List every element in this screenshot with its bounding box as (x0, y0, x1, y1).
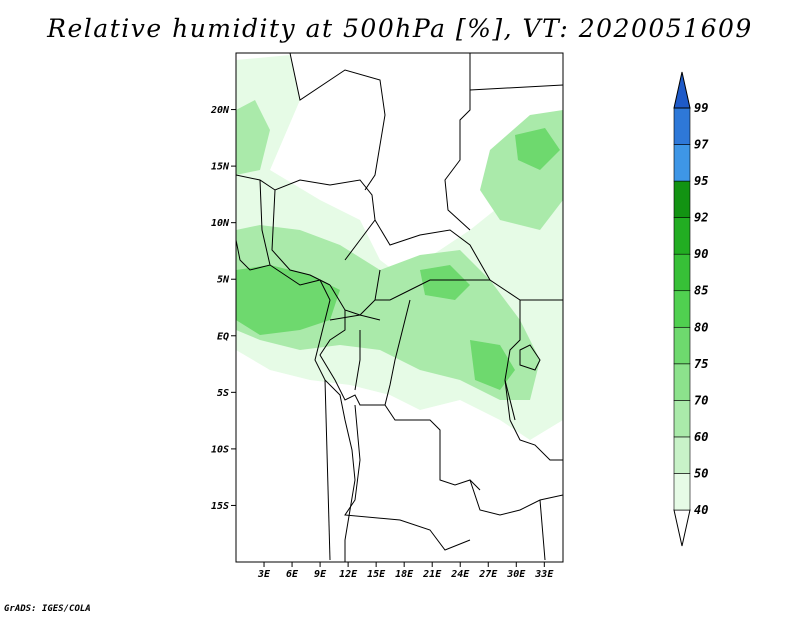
humidity-region-northwest (236, 100, 270, 175)
lat-tick-label: EQ (217, 331, 229, 342)
lat-tick-label: 10N (211, 218, 230, 229)
lat-tick-label: 10S (211, 444, 229, 455)
lon-tick-label: 9E (314, 569, 327, 580)
lon-tick-label: 6E (286, 569, 299, 580)
colorbar-bottom-arrow (673, 509, 691, 547)
lat-tick-label: 5S (217, 388, 229, 399)
colorbar-label: 99 (694, 101, 708, 115)
colorbar-label: 70 (694, 393, 708, 407)
lat-tick-label: 5N (217, 275, 230, 286)
lon-tick-label: 33E (534, 569, 554, 580)
colorbar-segment (673, 326, 691, 365)
colorbar-label: 97 (694, 138, 709, 152)
humidity-region-northeast-core (515, 128, 560, 170)
colorbar-segment (673, 473, 691, 511)
colorbar-segment (673, 436, 691, 474)
lon-tick-label: 18E (395, 569, 414, 580)
latitude-axis: 20N 15N 10N 5N EQ 5S 10S 15S (210, 105, 236, 512)
colorbar-top-arrow (673, 71, 691, 109)
colorbar: 40 50 60 70 75 80 85 90 92 95 97 99 (673, 71, 709, 547)
colorbar-segment (673, 363, 691, 401)
lon-tick-label: 24E (450, 569, 470, 580)
colorbar-label: 75 (694, 357, 708, 371)
colorbar-label: 80 (694, 320, 708, 334)
colorbar-label: 95 (694, 174, 708, 188)
lon-tick-label: 27E (478, 569, 498, 580)
colorbar-label: 60 (694, 430, 708, 444)
humidity-region-lakes (470, 340, 515, 390)
colorbar-segment (673, 400, 691, 438)
coastline (236, 239, 541, 562)
longitude-axis: 3E 6E 9E 12E 15E 18E 21E 24E 27E 30E 33E (257, 562, 554, 580)
colorbar-label: 50 (694, 466, 708, 480)
colorbar-segment (673, 144, 691, 182)
lon-tick-label: 30E (506, 569, 526, 580)
map-frame (235, 52, 564, 563)
lat-tick-label: 15N (211, 162, 230, 173)
colorbar-label: 85 (694, 284, 708, 298)
lat-tick-label: 20N (210, 105, 230, 116)
lon-tick-label: 12E (339, 569, 358, 580)
humidity-field (236, 55, 563, 440)
credit-text: GrADS: IGES/COLA (4, 604, 91, 614)
chart-title: Relative humidity at 500hPa [%], VT: 202… (47, 14, 753, 43)
humidity-region-mid (236, 225, 540, 400)
colorbar-segment (673, 107, 691, 145)
colorbar-label: 92 (694, 211, 708, 225)
colorbar-segment (673, 253, 691, 292)
humidity-region-core-east (420, 265, 470, 300)
colorbar-label: 40 (694, 503, 708, 517)
country-borders (236, 53, 563, 562)
lon-tick-label: 21E (422, 569, 442, 580)
humidity-region-northeast (480, 110, 563, 230)
lon-tick-label: 15E (367, 569, 386, 580)
colorbar-segment (673, 217, 691, 255)
colorbar-segment (673, 290, 691, 328)
colorbar-label: 90 (694, 247, 708, 261)
lat-tick-label: 15S (211, 501, 229, 512)
lon-tick-label: 3E (257, 569, 271, 580)
colorbar-segment (673, 180, 691, 218)
humidity-region-core (236, 265, 340, 335)
